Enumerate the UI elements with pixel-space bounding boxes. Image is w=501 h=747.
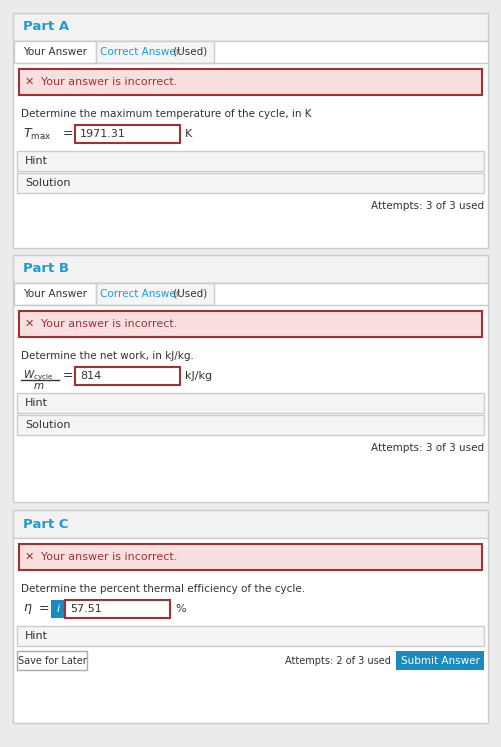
Text: Your answer is incorrect.: Your answer is incorrect. xyxy=(41,77,177,87)
FancyBboxPatch shape xyxy=(17,415,484,435)
Text: Part A: Part A xyxy=(23,20,69,34)
FancyBboxPatch shape xyxy=(13,13,488,248)
FancyBboxPatch shape xyxy=(13,255,488,502)
Text: Correct Answer: Correct Answer xyxy=(100,47,180,57)
FancyBboxPatch shape xyxy=(17,173,484,193)
FancyBboxPatch shape xyxy=(17,393,484,413)
Text: Your Answer: Your Answer xyxy=(23,47,87,57)
FancyBboxPatch shape xyxy=(14,283,96,305)
Text: ✕: ✕ xyxy=(25,552,34,562)
Text: =: = xyxy=(63,370,74,382)
Text: Hint: Hint xyxy=(25,398,48,408)
Text: Correct Answer: Correct Answer xyxy=(100,289,180,299)
FancyBboxPatch shape xyxy=(96,41,214,63)
Text: kJ/kg: kJ/kg xyxy=(185,371,212,381)
Text: Attempts: 3 of 3 used: Attempts: 3 of 3 used xyxy=(371,443,484,453)
Text: Your answer is incorrect.: Your answer is incorrect. xyxy=(41,552,177,562)
FancyBboxPatch shape xyxy=(14,41,96,63)
Text: (Used): (Used) xyxy=(170,289,207,299)
Text: $\eta$: $\eta$ xyxy=(23,602,33,616)
Text: Determine the percent thermal efficiency of the cycle.: Determine the percent thermal efficiency… xyxy=(21,584,305,594)
Text: $W_{\mathrm{cycle}}$: $W_{\mathrm{cycle}}$ xyxy=(23,369,54,383)
Text: Your Answer: Your Answer xyxy=(23,289,87,299)
FancyBboxPatch shape xyxy=(13,41,488,248)
FancyBboxPatch shape xyxy=(13,13,488,41)
Text: ✕: ✕ xyxy=(25,319,34,329)
Text: Hint: Hint xyxy=(25,156,48,166)
FancyBboxPatch shape xyxy=(75,367,180,385)
Text: $T_{\mathrm{max}}$: $T_{\mathrm{max}}$ xyxy=(23,126,52,141)
Text: %: % xyxy=(175,604,186,614)
FancyBboxPatch shape xyxy=(17,151,484,171)
FancyBboxPatch shape xyxy=(13,255,488,283)
Text: Your answer is incorrect.: Your answer is incorrect. xyxy=(41,319,177,329)
Text: =: = xyxy=(39,603,50,616)
Text: Hint: Hint xyxy=(25,631,48,641)
FancyBboxPatch shape xyxy=(396,651,484,670)
Text: (Used): (Used) xyxy=(170,47,207,57)
Text: Attempts: 2 of 3 used: Attempts: 2 of 3 used xyxy=(285,656,391,666)
Text: Determine the net work, in kJ/kg.: Determine the net work, in kJ/kg. xyxy=(21,351,194,361)
Text: Submit Answer: Submit Answer xyxy=(401,656,479,666)
Text: $m$: $m$ xyxy=(33,381,45,391)
FancyBboxPatch shape xyxy=(13,510,488,723)
Text: i: i xyxy=(57,604,60,614)
FancyBboxPatch shape xyxy=(13,538,488,723)
Text: K: K xyxy=(185,129,192,139)
FancyBboxPatch shape xyxy=(65,600,170,618)
Text: Attempts: 3 of 3 used: Attempts: 3 of 3 used xyxy=(371,201,484,211)
FancyBboxPatch shape xyxy=(75,125,180,143)
Text: Solution: Solution xyxy=(25,178,71,188)
FancyBboxPatch shape xyxy=(13,510,488,538)
Text: Determine the maximum temperature of the cycle, in K: Determine the maximum temperature of the… xyxy=(21,109,312,119)
Text: 57.51: 57.51 xyxy=(70,604,102,614)
Text: ✕: ✕ xyxy=(25,77,34,87)
Text: Solution: Solution xyxy=(25,420,71,430)
FancyBboxPatch shape xyxy=(19,311,482,337)
FancyBboxPatch shape xyxy=(19,69,482,95)
Text: 814: 814 xyxy=(80,371,101,381)
FancyBboxPatch shape xyxy=(17,651,87,670)
Text: Part C: Part C xyxy=(23,518,69,530)
Text: Save for Later: Save for Later xyxy=(18,656,86,666)
Text: Part B: Part B xyxy=(23,262,69,276)
FancyBboxPatch shape xyxy=(96,283,214,305)
Text: =: = xyxy=(63,128,74,140)
FancyBboxPatch shape xyxy=(19,544,482,570)
Text: 1971.31: 1971.31 xyxy=(80,129,126,139)
FancyBboxPatch shape xyxy=(17,626,484,646)
FancyBboxPatch shape xyxy=(13,283,488,502)
FancyBboxPatch shape xyxy=(51,600,65,618)
